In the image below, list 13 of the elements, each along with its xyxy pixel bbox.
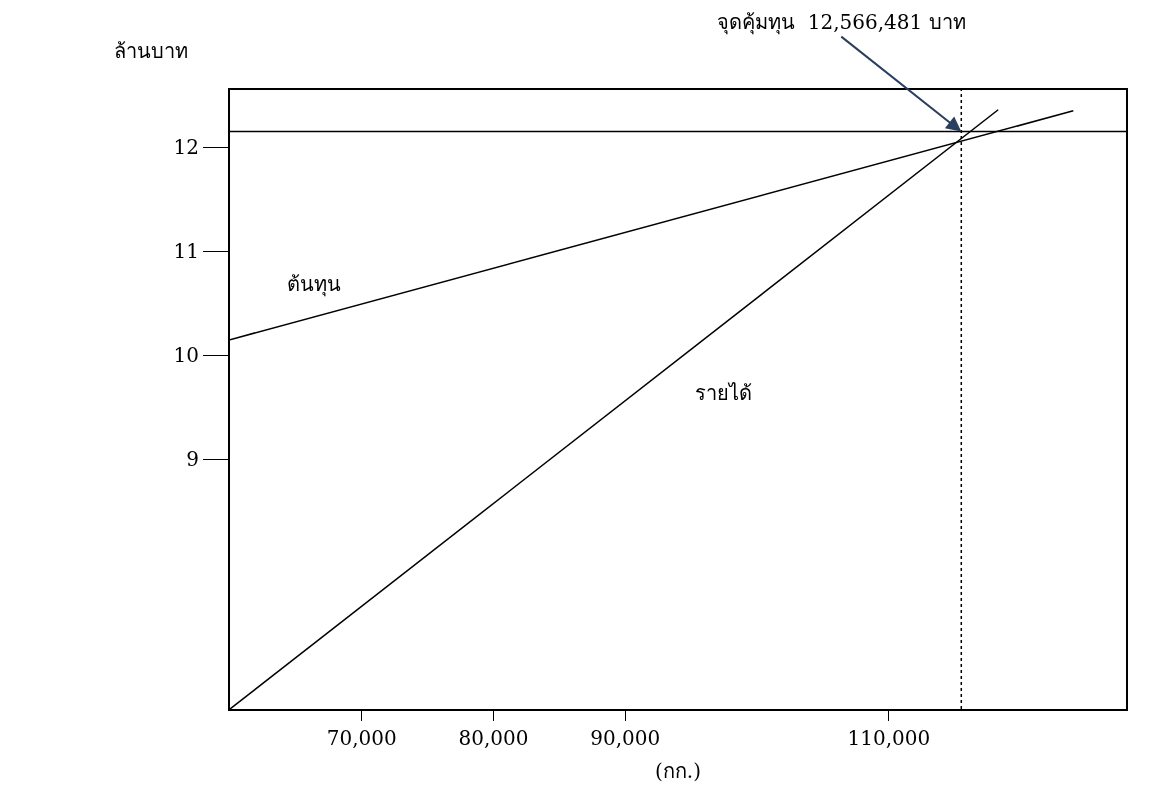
x-axis-title: (กก.) bbox=[655, 759, 701, 783]
x-tick-label: 70,000 bbox=[326, 726, 397, 750]
y-tick-label: 10 bbox=[173, 343, 199, 368]
series-label: รายได้ bbox=[695, 381, 752, 405]
y-tick-label: 11 bbox=[173, 239, 199, 264]
y-axis-title: ล้านบาท bbox=[114, 39, 188, 63]
y-tick-label: 9 bbox=[186, 447, 199, 472]
x-tick-label: 80,000 bbox=[458, 726, 529, 750]
series-label: ต้นทุน bbox=[287, 272, 341, 297]
x-tick-label: 110,000 bbox=[847, 726, 931, 750]
y-tick-label: 12 bbox=[173, 135, 199, 160]
annotation: จุดคุ้มทุน 12,566,481 บาท bbox=[717, 10, 966, 35]
x-tick-label: 90,000 bbox=[590, 726, 661, 750]
